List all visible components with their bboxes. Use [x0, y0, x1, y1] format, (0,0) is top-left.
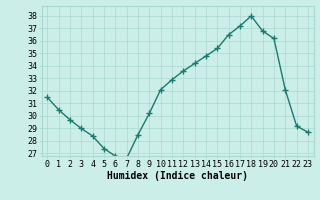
X-axis label: Humidex (Indice chaleur): Humidex (Indice chaleur) — [107, 171, 248, 181]
